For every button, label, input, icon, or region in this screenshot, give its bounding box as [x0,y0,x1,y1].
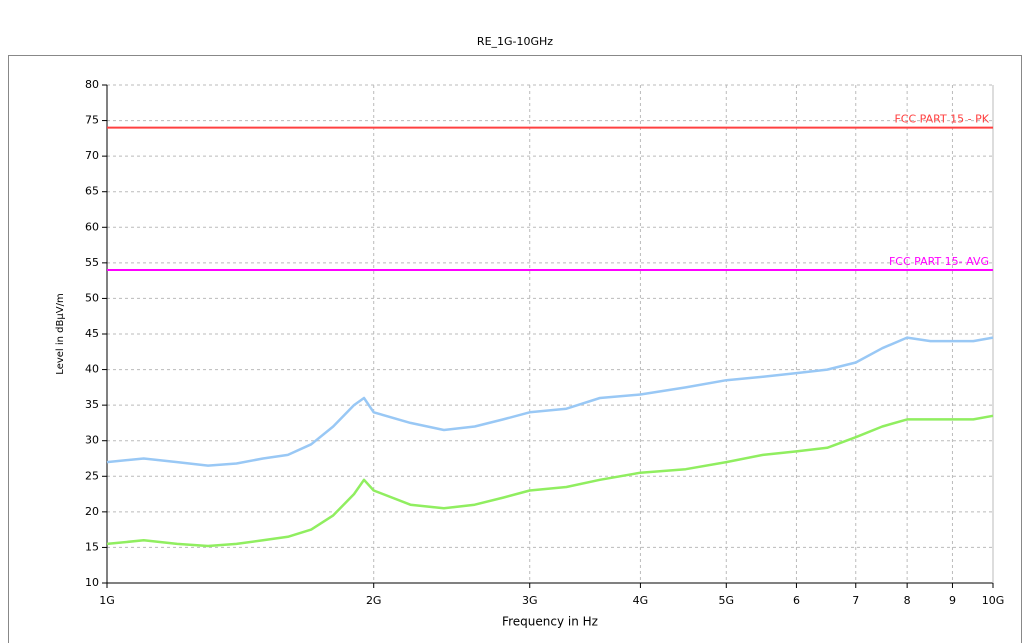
y-tick-label: 50 [85,291,99,304]
y-axis-label: Level in dBµV/m [55,293,66,374]
x-tick-label: 4G [633,594,649,607]
x-tick-label: 9 [949,594,956,607]
trace [106,336,994,467]
x-tick-label: 3G [522,594,538,607]
y-tick-label: 35 [85,398,99,411]
x-tick-label: 5G [719,594,735,607]
y-tick-label: 60 [85,220,99,233]
x-tick-label: 1G [99,594,115,607]
y-tick-label: 45 [85,327,99,340]
trace [106,414,994,548]
y-tick-label: 40 [85,363,99,376]
y-tick-label: 20 [85,505,99,518]
x-tick-label: 2G [366,594,382,607]
y-tick-label: 25 [85,469,99,482]
x-tick-label: 6 [793,594,800,607]
frame [8,55,1022,643]
y-tick-label: 70 [85,149,99,162]
limit-label: FCC PART 15 - PK [894,113,989,126]
y-tick-label: 10 [85,576,99,589]
y-tick-label: 75 [85,114,99,127]
x-axis-label: Frequency in Hz [502,615,598,629]
x-tick-label: 10G [982,594,1005,607]
y-tick-label: 80 [85,78,99,91]
chart-title: RE_1G-10GHz [477,35,553,48]
y-tick-label: 55 [85,256,99,269]
y-tick-label: 30 [85,434,99,447]
x-tick-label: 8 [904,594,911,607]
y-tick-label: 65 [85,185,99,198]
limit-label: FCC PART 15- AVG [889,255,989,268]
y-tick-label: 15 [85,540,99,553]
x-tick-label: 7 [852,594,859,607]
